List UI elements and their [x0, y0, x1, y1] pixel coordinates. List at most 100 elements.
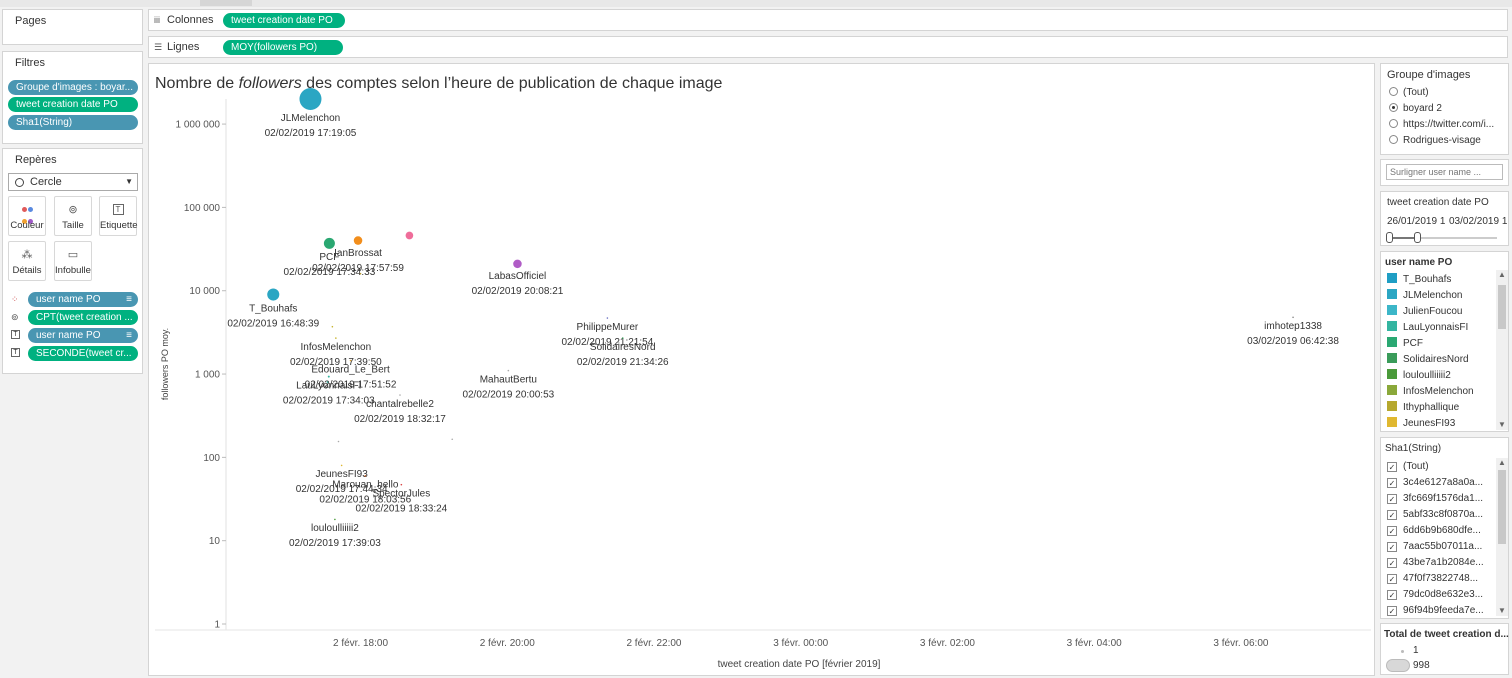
sha1-checkbox-item[interactable]: ✓ 79dc0d8e632e3... [1387, 589, 1483, 600]
legend-item[interactable]: SolidairesNord [1387, 353, 1469, 367]
filters-card: Filtres Groupe d'images : boyar... tweet… [2, 51, 143, 144]
legend-item[interactable]: louloulliiiii2 [1387, 369, 1451, 383]
rows-pill[interactable]: MOY(followers PO) [223, 40, 343, 55]
checkbox-checked-icon[interactable]: ✓ [1387, 542, 1397, 552]
scroll-down-icon[interactable]: ▼ [1498, 420, 1506, 429]
checkbox-checked-icon[interactable]: ✓ [1387, 606, 1397, 616]
data-point[interactable] [349, 359, 352, 362]
group-option-boyard[interactable]: boyard 2 [1389, 103, 1442, 114]
legend-item[interactable]: JulienFoucou [1387, 305, 1462, 319]
mark-field-color[interactable]: user name PO ≡ [28, 292, 138, 307]
legend-item[interactable]: JeunesFI93 [1387, 417, 1455, 431]
data-point[interactable] [606, 317, 609, 319]
group-option-twitter[interactable]: https://twitter.com/i... [1389, 119, 1494, 130]
data-point[interactable] [326, 381, 329, 383]
sha1-checkbox-item[interactable]: ✓ 43be7a1b2084e... [1387, 557, 1484, 568]
point-label-user: T_Bouhafs [249, 304, 297, 315]
scroll-up-icon[interactable]: ▲ [1498, 270, 1506, 279]
legend-item[interactable]: T_Bouhafs [1387, 273, 1451, 287]
point-label-date: 02/02/2019 21:21:54 [562, 337, 654, 348]
size-card-label: Taille [62, 220, 84, 231]
data-point[interactable] [399, 394, 401, 396]
size-icon: ⊚ [68, 204, 78, 216]
date-filter-title: tweet creation date PO [1387, 197, 1489, 208]
detail-card-button[interactable]: ⁂ Détails [8, 241, 46, 281]
sha1-checkbox-item[interactable]: ✓ 7aac55b07011a... [1387, 541, 1482, 552]
point-label-user: imhotep1338 [1264, 321, 1322, 332]
mark-field-label-user[interactable]: user name PO ≡ [28, 328, 138, 343]
data-point[interactable] [405, 231, 414, 240]
group-filter-title: Groupe d'images [1387, 69, 1471, 81]
sha1-checkbox-label: 43be7a1b2084e... [1403, 557, 1484, 568]
checkbox-checked-icon[interactable]: ✓ [1387, 462, 1397, 472]
sha1-scroll-thumb[interactable] [1498, 470, 1506, 544]
color-card-label: Couleur [10, 220, 44, 231]
checkbox-checked-icon[interactable]: ✓ [1387, 494, 1397, 504]
data-point[interactable] [1292, 316, 1294, 319]
date-slider-handle-start[interactable] [1386, 232, 1393, 243]
data-point[interactable] [364, 474, 367, 477]
checkbox-checked-icon[interactable]: ✓ [1387, 590, 1397, 600]
checkbox-checked-icon[interactable]: ✓ [1387, 558, 1397, 568]
legend-item[interactable]: InfosMelenchon [1387, 385, 1474, 399]
data-point[interactable] [359, 272, 362, 275]
filter-pill-sha1[interactable]: Sha1(String) [8, 115, 138, 130]
sha1-checkbox-item[interactable]: ✓ (Tout) [1387, 461, 1429, 472]
filter-pill-group[interactable]: Groupe d'images : boyar... [8, 80, 138, 95]
date-slider-handle-end[interactable] [1414, 232, 1421, 243]
data-point[interactable] [299, 88, 322, 110]
mark-type-dropdown[interactable]: Cercle ▼ [8, 173, 138, 191]
label-card-button[interactable]: T Etiquette [99, 196, 138, 236]
mark-field-color-label: user name PO [36, 294, 101, 305]
scroll-up-icon[interactable]: ▲ [1498, 458, 1506, 467]
data-point[interactable] [331, 325, 334, 328]
highlight-input[interactable] [1386, 164, 1503, 180]
data-point[interactable] [507, 369, 510, 372]
checkbox-checked-icon[interactable]: ✓ [1387, 478, 1397, 488]
sheet-tab[interactable] [200, 0, 252, 6]
checkbox-checked-icon[interactable]: ✓ [1387, 574, 1397, 584]
sha1-checkbox-item[interactable]: ✓ 47f0f73822748... [1387, 573, 1478, 584]
sha1-checkbox-item[interactable]: ✓ 5abf33c8f0870a... [1387, 509, 1483, 520]
data-point[interactable] [327, 375, 330, 378]
legend-scroll-thumb[interactable] [1498, 285, 1506, 329]
data-point[interactable] [621, 337, 624, 339]
color-card-button[interactable]: Couleur [8, 196, 46, 236]
y-axis-title: followers PO moy. [160, 328, 170, 400]
data-point[interactable] [267, 288, 280, 301]
legend-item[interactable]: PCF [1387, 337, 1423, 351]
date-slider-track[interactable] [1389, 237, 1497, 239]
data-point[interactable] [353, 385, 356, 387]
scroll-down-icon[interactable]: ▼ [1498, 606, 1506, 615]
data-point[interactable] [335, 337, 337, 339]
checkbox-checked-icon[interactable]: ✓ [1387, 510, 1397, 520]
columns-pill[interactable]: tweet creation date PO [223, 13, 345, 28]
data-point[interactable] [337, 440, 340, 443]
point-label-user: Edouard_Le_Bert [311, 364, 390, 375]
legend-item[interactable]: JLMelenchon [1387, 289, 1462, 303]
mark-field-label-seconds[interactable]: SECONDE(tweet cr... [28, 346, 138, 361]
sha1-checkbox-item[interactable]: ✓ 3c4e6127a8a0a... [1387, 477, 1483, 488]
mark-field-size[interactable]: CPT(tweet creation ... [28, 310, 138, 325]
legend-item[interactable]: LauLyonnaisFI [1387, 321, 1468, 335]
legend-item[interactable]: Ithyphallique [1387, 401, 1459, 415]
size-card-button[interactable]: ⊚ Taille [54, 196, 92, 236]
sha1-scrollbar[interactable]: ▲ ▼ [1496, 458, 1508, 616]
scatter-chart[interactable]: 1 10 100 1 000 10 000 100 000 1 000 000 2 févr.… [149, 64, 1374, 675]
data-point[interactable] [513, 259, 522, 269]
sha1-checkbox-item[interactable]: ✓ 6dd6b9b680dfe... [1387, 525, 1481, 536]
sha1-checkbox-item[interactable]: ✓ 96f94b9feeda7e... [1387, 605, 1484, 616]
filter-pill-date[interactable]: tweet creation date PO [8, 97, 138, 112]
group-option-rodrigues[interactable]: Rodrigues-visage [1389, 135, 1481, 146]
data-point[interactable] [400, 483, 403, 486]
checkbox-checked-icon[interactable]: ✓ [1387, 526, 1397, 536]
data-point[interactable] [334, 518, 336, 521]
data-point[interactable] [340, 464, 343, 467]
group-option-all[interactable]: (Tout) [1389, 87, 1429, 98]
data-point[interactable] [353, 236, 363, 245]
sha1-checkbox-item[interactable]: ✓ 3fc669f1576da1... [1387, 493, 1483, 504]
legend-scrollbar[interactable]: ▲ ▼ [1496, 270, 1508, 430]
data-point[interactable] [451, 438, 454, 441]
tooltip-card-button[interactable]: ▭ Infobulle [54, 241, 92, 281]
data-point[interactable] [323, 237, 335, 249]
